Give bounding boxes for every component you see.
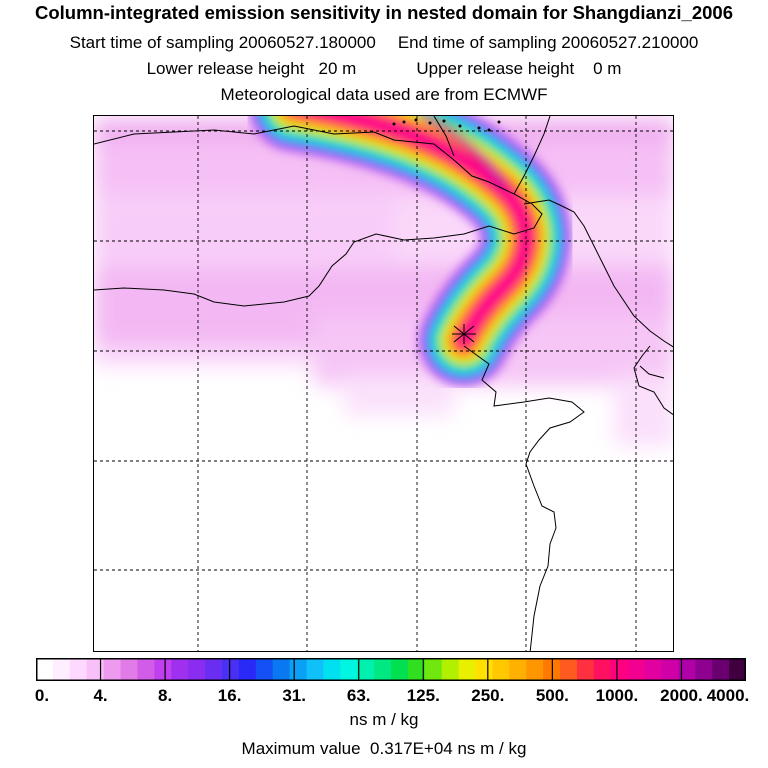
sensitivity-map bbox=[93, 115, 674, 652]
colorbar-segment bbox=[103, 658, 122, 681]
colorbar-segment bbox=[407, 658, 426, 681]
colorbar-segment bbox=[340, 658, 358, 681]
colorbar-segment bbox=[492, 658, 510, 681]
colorbar-segment bbox=[695, 658, 713, 681]
colorbar-segment bbox=[509, 658, 527, 681]
colorbar-segment bbox=[441, 658, 460, 681]
colorbar-segment bbox=[526, 658, 544, 681]
colorbar-segment bbox=[729, 658, 746, 681]
release-heights: Lower release height 20 m Upper release h… bbox=[0, 59, 768, 79]
colorbar-segment bbox=[712, 658, 730, 681]
colorbar-segment bbox=[678, 658, 696, 681]
colorbar-segment bbox=[205, 658, 223, 681]
colorbar-segment bbox=[120, 658, 139, 681]
colorbar-tick-label: 0. bbox=[34, 686, 50, 705]
colorbar-tick-label: 16. bbox=[217, 686, 242, 705]
max-value-label: Maximum value 0.317E+04 ns m / kg bbox=[241, 739, 527, 758]
colorbar bbox=[36, 658, 746, 681]
colorbar-segment bbox=[171, 658, 189, 681]
colorbar-segment bbox=[391, 658, 409, 681]
met-data-label: Meteorological data used are from ECMWF bbox=[220, 85, 548, 104]
units-label: ns m / kg bbox=[349, 710, 419, 729]
colorbar-segment bbox=[560, 658, 578, 681]
colorbar-segment bbox=[52, 658, 71, 681]
colorbar-segment bbox=[627, 658, 646, 681]
colorbar-segment bbox=[357, 658, 375, 681]
colorbar-tick-label: 4. bbox=[93, 686, 108, 705]
colorbar-segment bbox=[475, 658, 494, 681]
colorbar-segment bbox=[424, 658, 443, 681]
colorbar-tick-label: 63. bbox=[346, 686, 371, 705]
colorbar-segment bbox=[36, 658, 54, 681]
colorbar-segment bbox=[576, 658, 595, 681]
colorbar-segment bbox=[255, 658, 274, 681]
upper-release-label: Upper release height 0 m bbox=[416, 59, 622, 78]
colorbar-tick-label: 125. bbox=[406, 686, 440, 705]
colorbar-segment bbox=[221, 658, 240, 681]
colorbar-tick-label: 2000. bbox=[660, 686, 703, 705]
colorbar-tick-label: 8. bbox=[157, 686, 173, 705]
colorbar-segment bbox=[661, 658, 679, 681]
colorbar-border bbox=[36, 658, 746, 681]
receptor-star-icon bbox=[452, 324, 476, 344]
colorbar-tick-label: 500. bbox=[535, 686, 569, 705]
lower-release-label: Lower release height 20 m bbox=[146, 59, 357, 78]
colorbar-segment bbox=[374, 658, 392, 681]
colorbar-tick-label: 31. bbox=[282, 686, 306, 705]
colorbar-segment bbox=[188, 658, 206, 681]
colorbar-segment bbox=[154, 658, 172, 681]
colorbar-segment bbox=[323, 658, 341, 681]
colorbar-segment bbox=[238, 658, 257, 681]
map-canvas bbox=[94, 116, 673, 651]
start-time-label: Start time of sampling 20060527.180000 bbox=[69, 33, 376, 52]
end-time-label: End time of sampling 20060527.210000 bbox=[397, 33, 699, 52]
colorbar-tick-label: 1000. bbox=[595, 686, 639, 705]
graticule bbox=[94, 116, 673, 651]
colorbar-segment bbox=[644, 658, 663, 681]
colorbar-segment bbox=[69, 658, 88, 681]
colorbar-segment bbox=[137, 658, 155, 681]
colorbar-segment bbox=[86, 658, 105, 681]
coastlines bbox=[94, 116, 673, 651]
colorbar-segment bbox=[289, 658, 308, 681]
plot-title: Column-integrated emission sensitivity i… bbox=[34, 2, 733, 23]
colorbar-tick-label: 250. bbox=[471, 686, 505, 705]
colorbar-segment bbox=[593, 658, 612, 681]
colorbar-segment bbox=[272, 658, 291, 681]
colorbar-segment bbox=[306, 658, 324, 681]
colorbar-segment bbox=[610, 658, 629, 681]
colorbar-tick-label: 4000. bbox=[706, 686, 750, 705]
plume bbox=[249, 116, 572, 387]
sampling-times: Start time of sampling 20060527.180000 En… bbox=[0, 33, 768, 53]
city-markers bbox=[392, 118, 501, 132]
colorbar-segment bbox=[458, 658, 477, 681]
